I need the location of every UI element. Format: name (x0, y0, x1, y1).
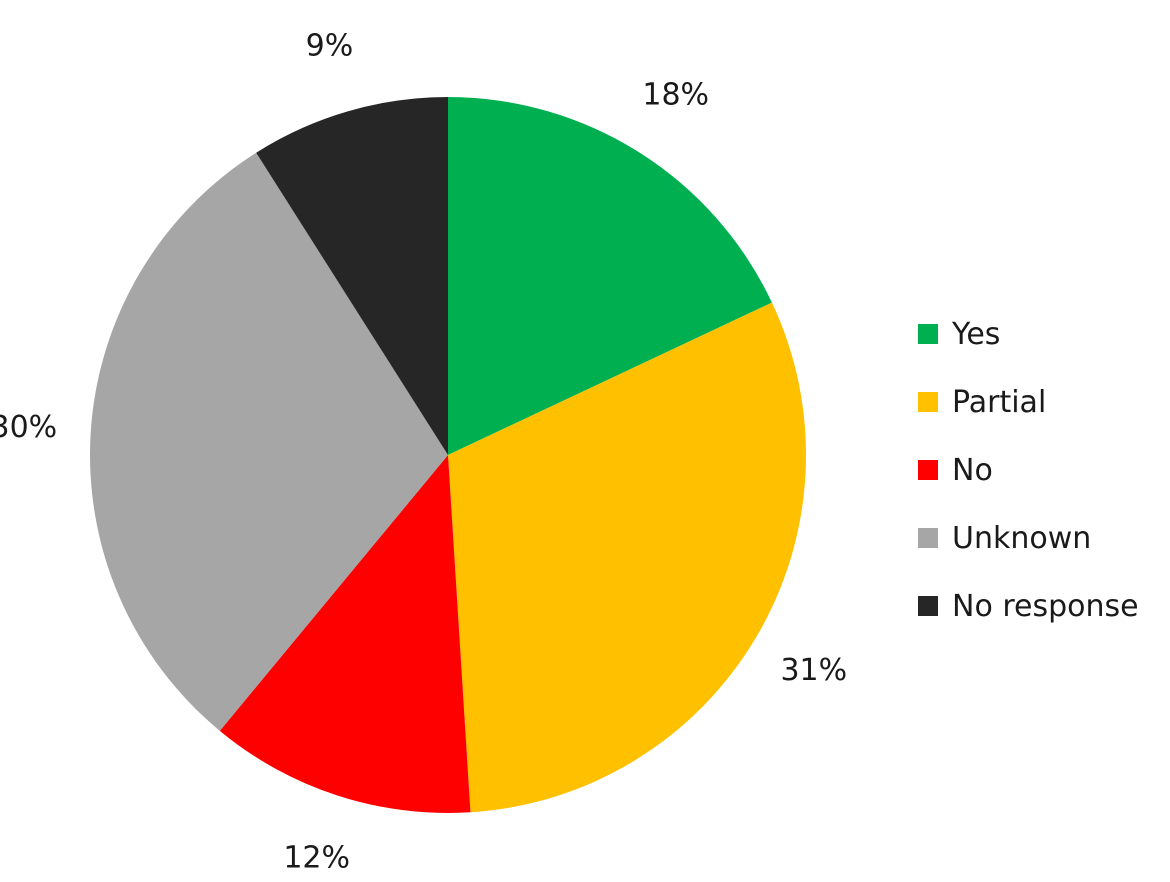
legend-label-no-response: No response (952, 588, 1139, 624)
pie-slice-partial (448, 302, 806, 813)
legend-item-unknown: Unknown (918, 504, 1139, 572)
legend-label-partial: Partial (952, 384, 1047, 420)
legend-swatch-unknown (918, 528, 938, 548)
legend-item-yes: Yes (918, 300, 1139, 368)
legend-swatch-yes (918, 324, 938, 344)
pie-slice-unknown (89, 152, 449, 731)
pie-slice-yes (448, 97, 772, 455)
legend-item-no-response: No response (918, 572, 1139, 640)
pie-slice-no (219, 455, 471, 813)
legend-swatch-no (918, 460, 938, 480)
legend-label-yes: Yes (952, 316, 1001, 352)
chart-legend: Yes Partial No Unknown No response (918, 300, 1139, 640)
data-label-partial: 31% (780, 653, 847, 688)
data-label-yes: 18% (642, 78, 709, 113)
data-label-no: 12% (283, 841, 350, 876)
pie-slice-no-response (256, 97, 448, 455)
legend-swatch-partial (918, 392, 938, 412)
data-label-no-response: 9% (306, 28, 354, 63)
legend-label-unknown: Unknown (952, 520, 1092, 556)
legend-swatch-no-response (918, 596, 938, 616)
data-label-unknown: 30% (0, 410, 57, 445)
legend-label-no: No (952, 452, 993, 488)
legend-item-no: No (918, 436, 1139, 504)
legend-item-partial: Partial (918, 368, 1139, 436)
